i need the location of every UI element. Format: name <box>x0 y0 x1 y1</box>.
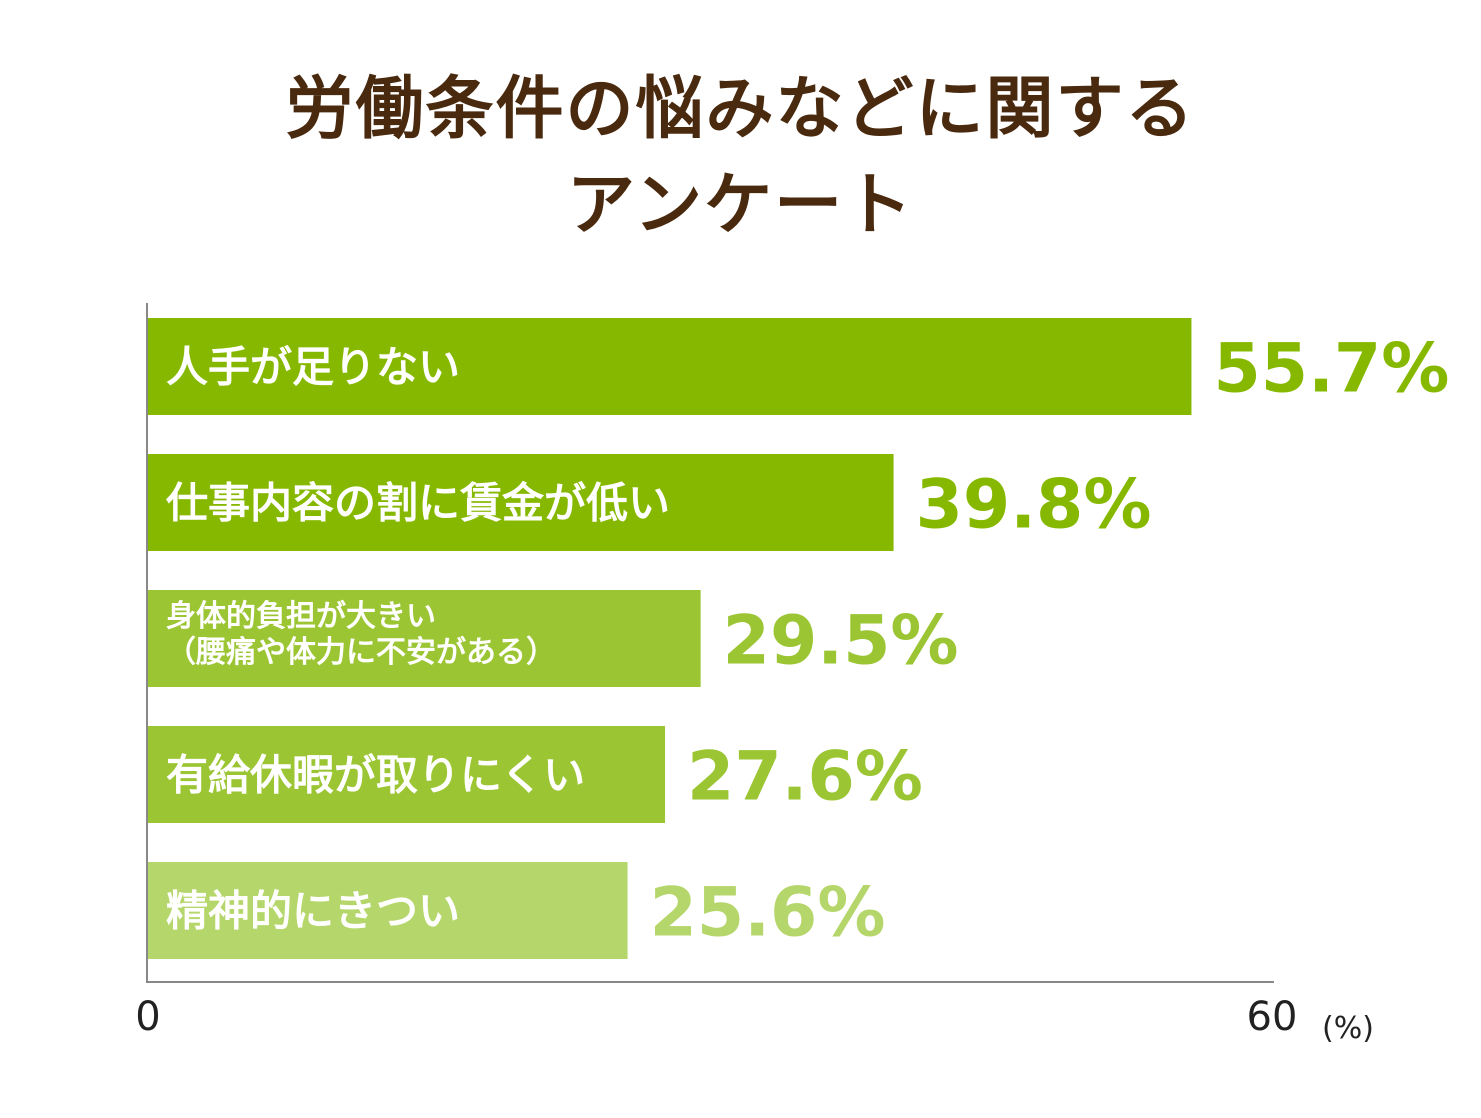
value-label-0: 55.7% <box>1213 330 1449 409</box>
bar-label-0: 人手が足りない <box>166 343 460 392</box>
x-axis-unit: (%) <box>1322 1011 1374 1046</box>
x-tick-label-60: 60 <box>1247 994 1298 1040</box>
value-label-4: 25.6% <box>650 874 886 953</box>
bar-4 <box>148 862 628 959</box>
value-label-2: 29.5% <box>723 602 959 681</box>
chart-title-line-1: 労働条件の悩みなどに関する <box>285 70 1196 149</box>
bar-0 <box>148 318 1192 415</box>
x-tick-label-0: 0 <box>135 994 160 1040</box>
bar-label-1: 仕事内容の割に賃金が低い <box>166 479 670 528</box>
bar-label-4: 精神的にきつい <box>166 887 460 936</box>
bar-3 <box>148 726 666 823</box>
bars-group: 人手が足りない 55.7% 仕事内容の割に賃金が低い 39.8% 身体的負担が大きい（腰… <box>148 318 1449 959</box>
chart-title: 労働条件の悩みなどに関する アンケート <box>0 62 1481 254</box>
value-label-1: 39.8% <box>916 466 1152 545</box>
bar-label-2-line-0: 身体的負担が大きい <box>166 599 436 634</box>
bar-label-2-line-1: （腰痛や体力に不安がある） <box>166 635 556 670</box>
value-label-3: 27.6% <box>687 738 923 817</box>
bar-label-3: 有給休暇が取りにくい <box>166 751 585 800</box>
bar-1 <box>148 454 894 551</box>
chart-title-line-2: アンケート <box>566 166 915 245</box>
bar-2 <box>148 590 701 687</box>
